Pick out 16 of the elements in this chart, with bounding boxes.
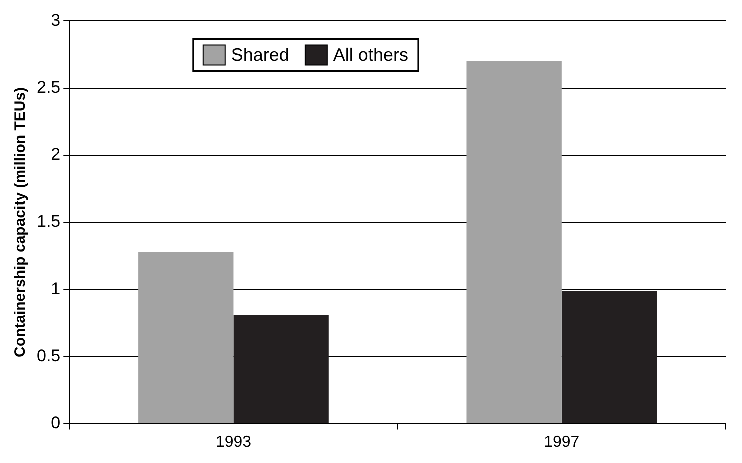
- legend-label: All others: [333, 45, 408, 66]
- y-axis-title: Containership capacity (million TEUs): [12, 87, 30, 358]
- y-tick-label: 1.5: [36, 212, 61, 232]
- legend-label: Shared: [231, 45, 290, 66]
- y-tick-label: 0.5: [36, 346, 61, 366]
- x-tick-label: 1997: [544, 434, 580, 451]
- y-tick-label: 2.5: [36, 78, 61, 97]
- bar: [138, 252, 234, 424]
- bar: [234, 315, 329, 424]
- y-tick-label: 2: [51, 145, 61, 164]
- y-tick-label: 1: [51, 279, 61, 298]
- bar: [466, 61, 562, 424]
- x-tick-label: 1993: [216, 434, 252, 451]
- y-tick-label: 3: [51, 10, 61, 30]
- y-tick-label: 0: [51, 413, 61, 432]
- bar: [562, 290, 658, 424]
